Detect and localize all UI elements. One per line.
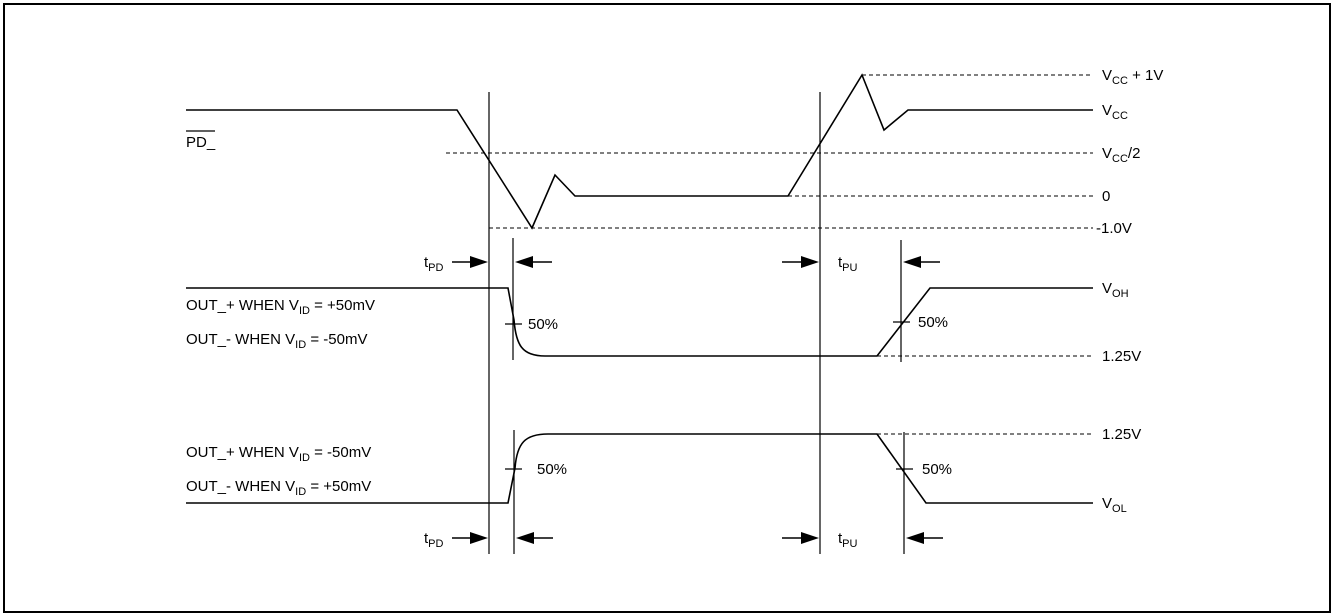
pct-label-2: 50% — [918, 314, 948, 331]
v125-label-lower: 1.25V — [1102, 426, 1141, 443]
tpu-label-bottom: tPU — [838, 530, 858, 550]
out1-line2-label: OUT_- WHEN VID = -50mV — [186, 331, 367, 351]
tpd-arrow-bottom-left — [452, 532, 488, 544]
vcc-half-label: VCC/2 — [1102, 145, 1140, 165]
pd-signal-label: PD_ — [186, 134, 216, 151]
tpu-arrow-bottom-right — [906, 532, 943, 544]
tpu-arrow-top-right — [903, 256, 940, 268]
tpu-arrow-top-left — [782, 256, 819, 268]
tpd-label-top: tPD — [424, 254, 444, 274]
diagram-frame — [3, 3, 1331, 613]
out2-line2-label: OUT_- WHEN VID = +50mV — [186, 478, 371, 498]
tpd-arrow-top-right — [515, 256, 552, 268]
tpd-arrow-top-left — [452, 256, 488, 268]
pct-label-1: 50% — [528, 316, 558, 333]
tpu-label-top: tPU — [838, 254, 858, 274]
out2-line1-label: OUT_+ WHEN VID = -50mV — [186, 444, 371, 464]
voh-label: VOH — [1102, 280, 1129, 300]
pd-waveform — [186, 73, 1093, 230]
vol-label: VOL — [1102, 495, 1127, 515]
pct-label-4: 50% — [922, 461, 952, 478]
zero-level-label: 0 — [1102, 188, 1110, 205]
minus-1v-label: -1.0V — [1096, 220, 1132, 237]
out-group2-waveform — [186, 433, 1093, 504]
v125-label-upper: 1.25V — [1102, 348, 1141, 365]
tpu-arrow-bottom-left — [782, 532, 819, 544]
vcc-plus-1v-label: VCC + 1V — [1102, 67, 1163, 87]
pct-label-3: 50% — [537, 461, 567, 478]
tpd-arrow-bottom-right — [516, 532, 553, 544]
out-group1-waveform — [186, 287, 1093, 357]
out1-line1-label: OUT_+ WHEN VID = +50mV — [186, 297, 375, 317]
vcc-label: VCC — [1102, 102, 1128, 122]
tpd-label-bottom: tPD — [424, 530, 444, 550]
